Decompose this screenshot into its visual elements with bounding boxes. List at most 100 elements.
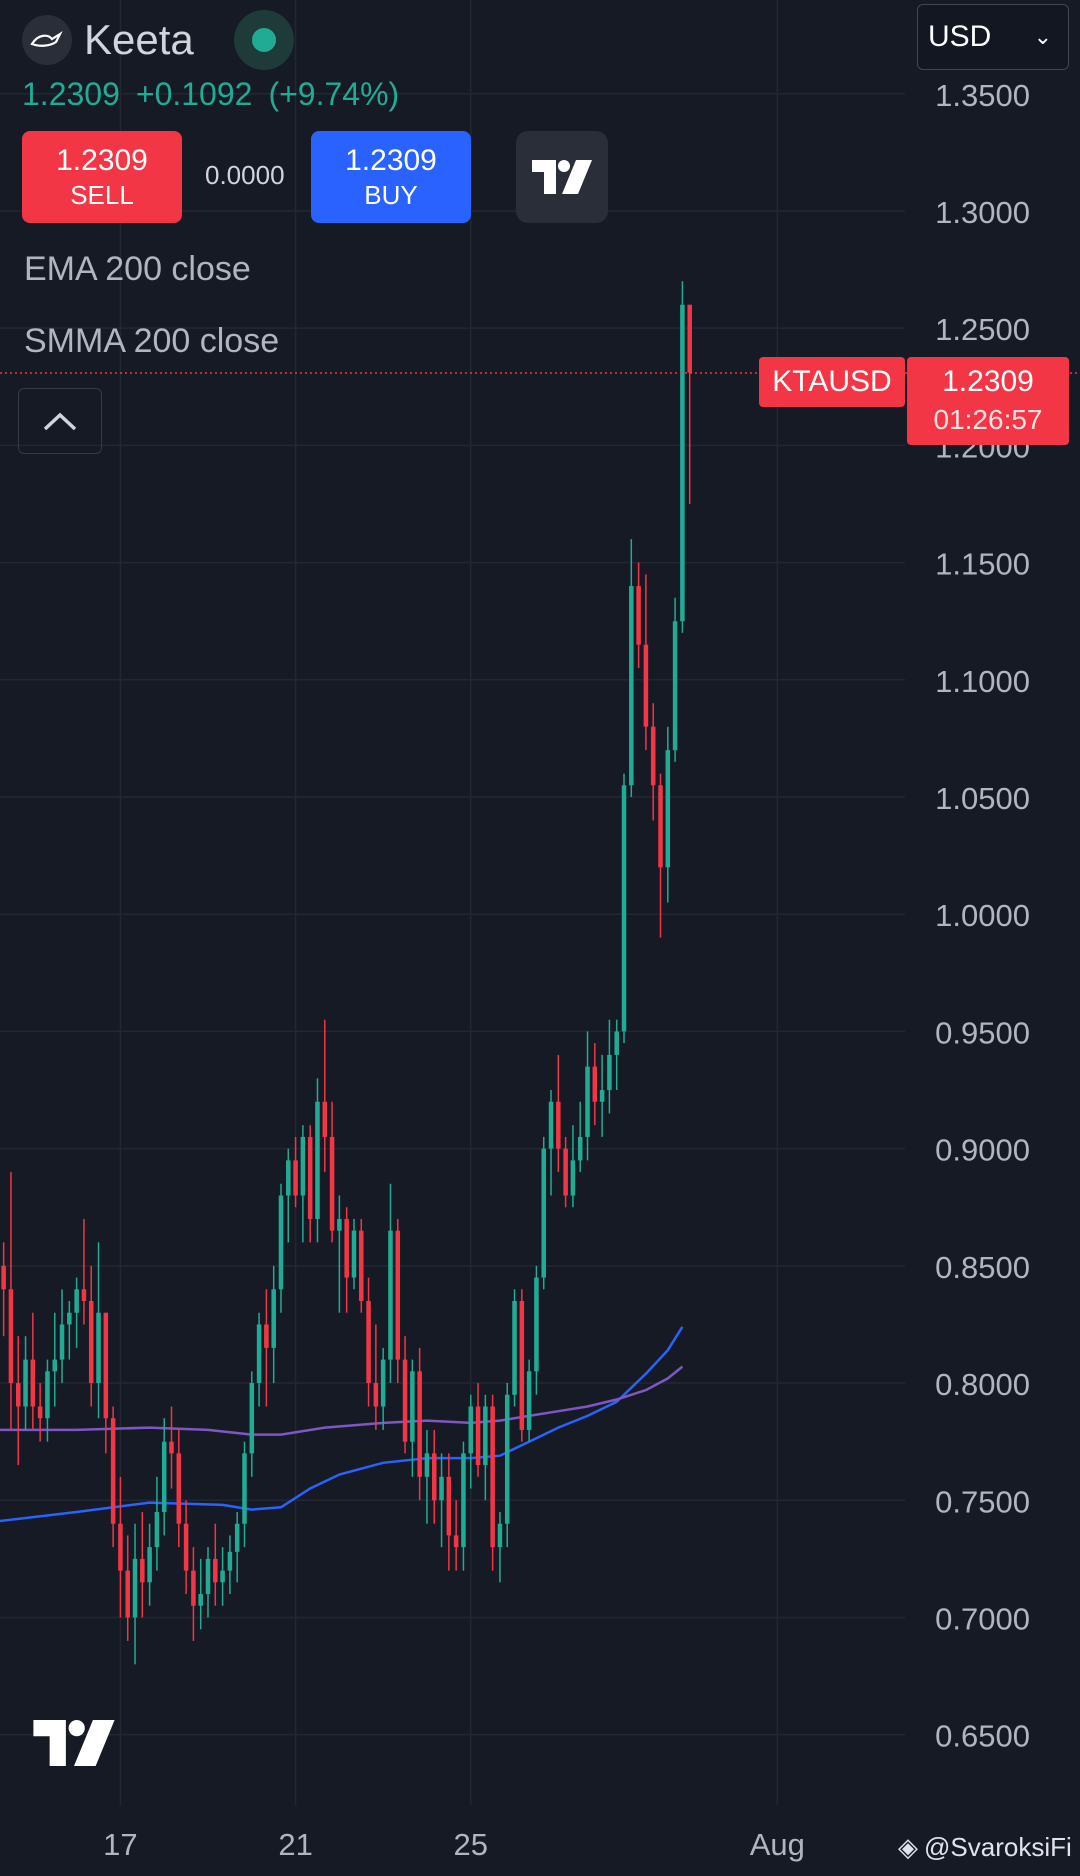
indicator-line: [0, 1365, 684, 1436]
candle: [541, 1136, 546, 1290]
candle-body: [103, 1312, 109, 1419]
candle-body: [658, 785, 663, 868]
candle: [665, 726, 671, 903]
indicator-label-ema[interactable]: EMA 200 close: [24, 250, 251, 288]
candle-body: [475, 1406, 481, 1466]
candle: [431, 1429, 437, 1524]
candle: [337, 1195, 342, 1313]
price-tick-label: 1.2500: [935, 312, 1030, 347]
indicator-label-smma[interactable]: SMMA 200 close: [24, 322, 280, 360]
symbol-name: Keeta: [84, 16, 194, 63]
candle: [534, 1265, 539, 1395]
candle-body: [410, 1371, 415, 1442]
tradingview-button[interactable]: [516, 131, 608, 223]
candle-body: [687, 304, 692, 373]
candle-body: [344, 1218, 349, 1278]
candle-body: [380, 1359, 386, 1407]
price-tick-label: 1.1500: [935, 547, 1030, 582]
price-change-percent: (+9.74%): [268, 76, 400, 112]
time-axis[interactable]: 17 21 25 Aug: [103, 1827, 805, 1862]
candlestick-series: [1, 281, 692, 1665]
candle-body: [577, 1136, 583, 1161]
candle: [570, 1125, 576, 1208]
candle: [118, 1476, 123, 1618]
candle: [614, 1019, 619, 1091]
candle-body: [1, 1265, 6, 1290]
candle-body: [526, 1371, 532, 1430]
candle: [315, 1078, 320, 1243]
chevron-down-icon: ⌄: [1033, 24, 1052, 49]
time-tick-label: 17: [103, 1827, 137, 1862]
candle-body: [198, 1594, 203, 1606]
price-tick-label: 0.7000: [935, 1601, 1030, 1636]
candle-body: [169, 1441, 174, 1454]
candle: [74, 1277, 79, 1348]
candle-body: [264, 1324, 269, 1348]
market-open-dot-icon: [233, 10, 294, 70]
candle: [88, 1265, 94, 1407]
price-tick-label: 0.7500: [935, 1484, 1030, 1519]
candle-body: [629, 586, 634, 786]
candle-body: [147, 1547, 152, 1583]
candle-body: [110, 1418, 116, 1524]
candle-body: [563, 1148, 568, 1196]
symbol-header[interactable]: Keeta: [22, 10, 294, 70]
sell-button[interactable]: 1.2309 SELL: [22, 131, 182, 223]
candle: [45, 1359, 50, 1442]
binance-icon: ◈: [898, 1832, 918, 1862]
candle-body: [8, 1289, 14, 1384]
candle: [249, 1371, 255, 1477]
buy-button[interactable]: 1.2309 BUY: [311, 131, 471, 223]
time-tick-label: 25: [454, 1827, 488, 1862]
candle: [264, 1289, 269, 1407]
candle: [81, 1218, 87, 1325]
candle-body: [293, 1160, 298, 1196]
candle-body: [359, 1230, 364, 1302]
candle: [373, 1324, 379, 1430]
candle-body: [665, 750, 671, 868]
candle: [563, 1136, 568, 1208]
candle: [680, 281, 685, 633]
candle-body: [439, 1476, 444, 1501]
candle: [154, 1476, 160, 1571]
candle: [1, 1242, 6, 1337]
candle: [366, 1277, 371, 1407]
candle-body: [96, 1312, 101, 1384]
candle-body: [205, 1558, 211, 1595]
candle: [278, 1183, 284, 1313]
candle: [351, 1218, 357, 1290]
candle: [359, 1218, 364, 1313]
candle-body: [256, 1324, 262, 1384]
currency-select[interactable]: USD ⌄: [917, 4, 1069, 70]
candle: [658, 773, 663, 938]
candle-body: [242, 1453, 247, 1524]
collapse-indicators-button[interactable]: [18, 388, 102, 454]
candle-body: [15, 1383, 21, 1407]
candle: [169, 1406, 174, 1489]
candle: [395, 1218, 401, 1384]
candle: [176, 1429, 182, 1548]
candle: [205, 1547, 211, 1618]
candle: [424, 1429, 430, 1524]
price-axis[interactable]: 1.35001.30001.25001.20001.15001.10001.05…: [935, 78, 1030, 1754]
candle: [410, 1359, 415, 1477]
candle-body: [154, 1511, 160, 1548]
candle: [439, 1453, 444, 1548]
candle-body: [213, 1558, 218, 1583]
candle: [147, 1523, 152, 1606]
candle: [234, 1511, 240, 1583]
tradingview-watermark-icon[interactable]: [28, 1720, 120, 1766]
candle: [220, 1547, 225, 1606]
candle: [37, 1383, 43, 1442]
candle-body: [424, 1453, 430, 1477]
candle-body: [23, 1359, 28, 1407]
candle: [577, 1101, 583, 1173]
last-price-tag-value: 1.2309: [942, 365, 1034, 398]
price-tick-label: 1.3000: [935, 195, 1030, 230]
candle: [556, 1054, 561, 1173]
candle: [512, 1289, 517, 1407]
keeta-logo-icon: [22, 15, 72, 65]
candle-body: [315, 1101, 320, 1219]
candle-body: [329, 1136, 335, 1231]
candle-body: [300, 1136, 306, 1196]
